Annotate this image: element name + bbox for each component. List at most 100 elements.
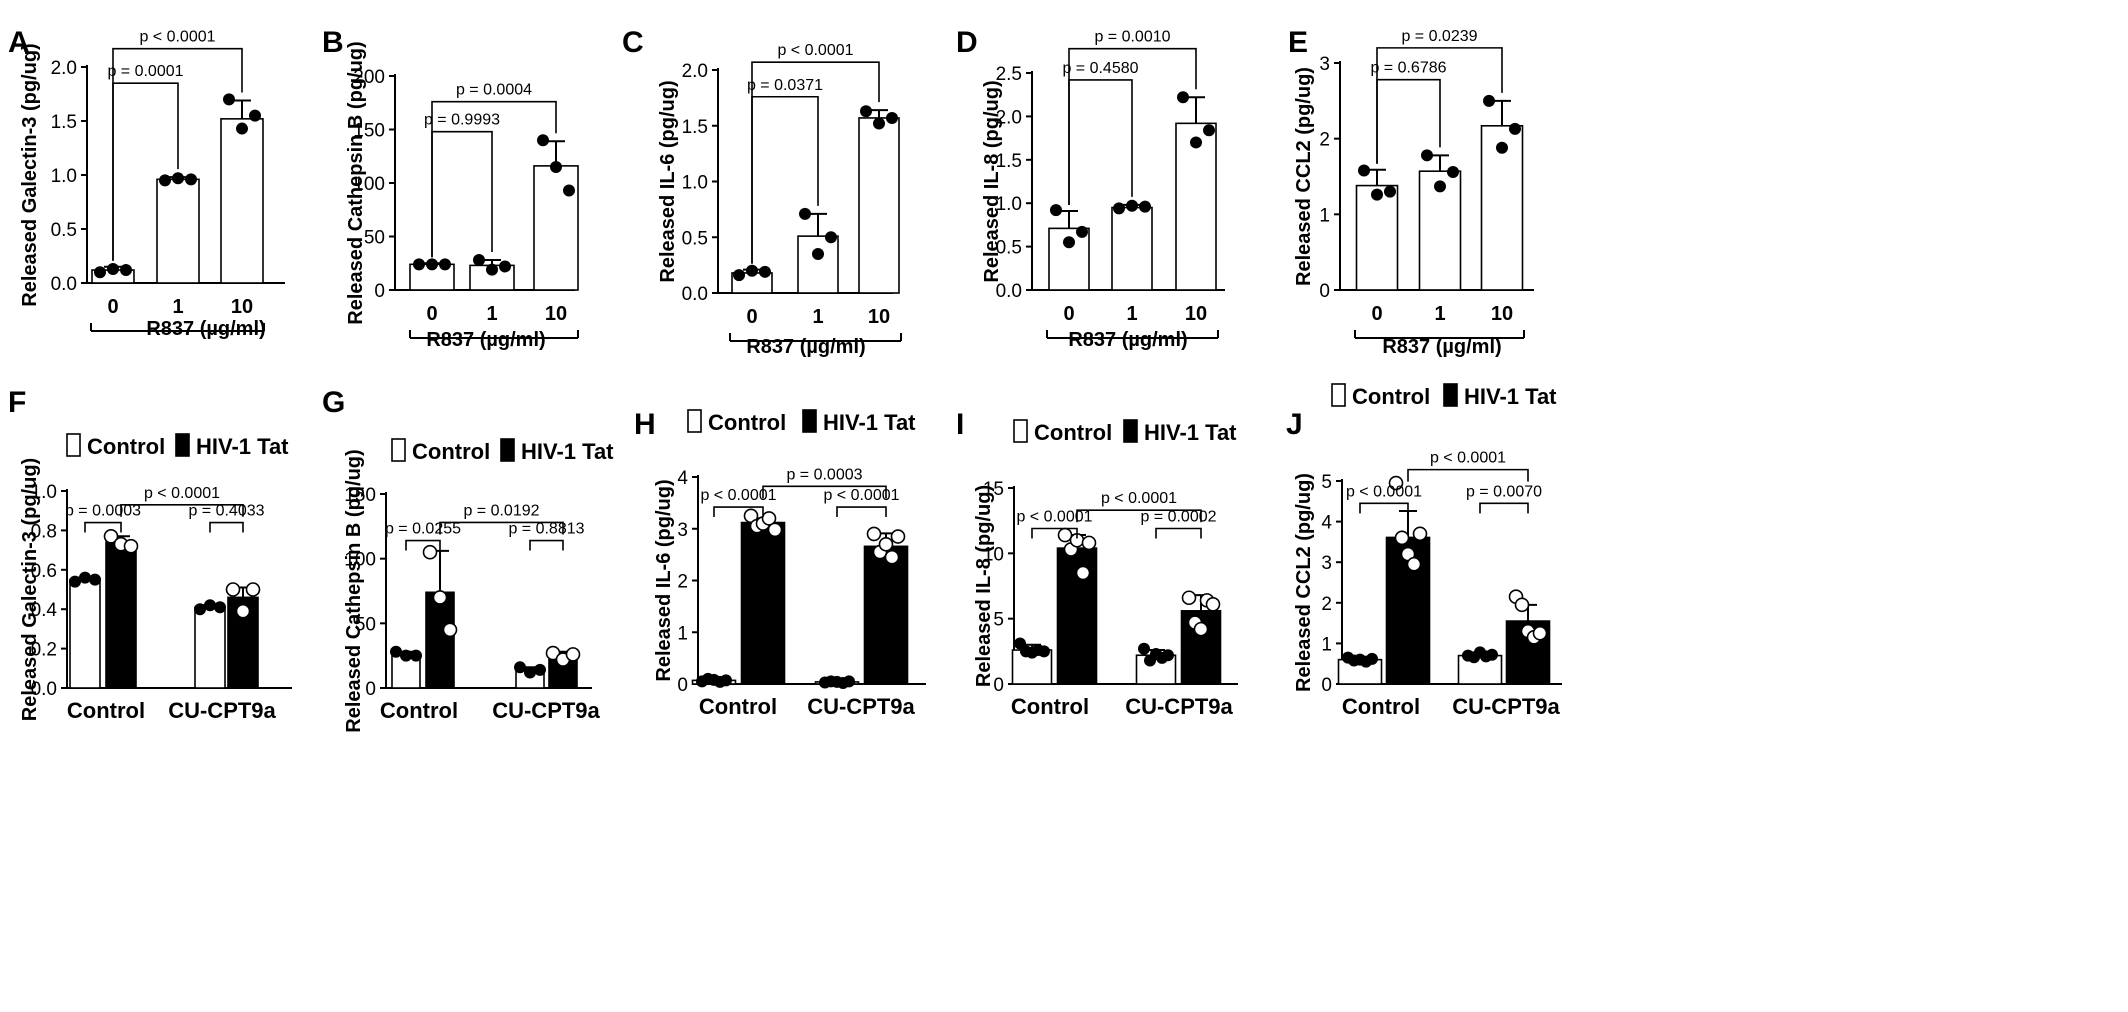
p-value-label: p = 0.4580 bbox=[1062, 60, 1138, 77]
y-axis-label: Released IL-8 (pg/ug) bbox=[973, 485, 995, 687]
data-point bbox=[1384, 185, 1396, 198]
panel-letter: C bbox=[622, 26, 644, 59]
y-tick-label: 0.5 bbox=[996, 238, 1022, 259]
data-point bbox=[79, 571, 91, 584]
data-point bbox=[1486, 648, 1498, 661]
significance-bracket bbox=[751, 61, 880, 264]
legend-swatch bbox=[802, 409, 817, 433]
data-point bbox=[1412, 526, 1428, 542]
bar bbox=[740, 521, 786, 685]
x-tick-label: 1 bbox=[1126, 303, 1137, 325]
data-point bbox=[514, 661, 526, 674]
panel-letter: J bbox=[1286, 408, 1303, 441]
significance-bracket bbox=[1031, 527, 1078, 539]
y-tick-label: 3 bbox=[1319, 54, 1330, 75]
p-value-label: p < 0.0001 bbox=[1430, 450, 1506, 467]
x-tick-label: Control bbox=[1342, 694, 1420, 719]
bar bbox=[1111, 206, 1153, 291]
data-point bbox=[442, 622, 458, 638]
x-tick-label: Control bbox=[699, 694, 777, 719]
y-tick-label: 0 bbox=[993, 675, 1004, 696]
x-tick-label: CU-CPT9a bbox=[168, 698, 276, 723]
y-tick-label: 0.6 bbox=[31, 561, 57, 582]
legend-label: Control bbox=[412, 439, 490, 464]
bar bbox=[797, 235, 839, 294]
y-tick-label: 1.0 bbox=[31, 482, 57, 503]
bar bbox=[863, 545, 909, 685]
data-point bbox=[1371, 188, 1383, 201]
data-point bbox=[236, 122, 248, 135]
x-axis-label: R837 (µg/ml) bbox=[1068, 329, 1187, 351]
y-tick-label: 4 bbox=[1321, 513, 1332, 534]
data-point bbox=[545, 645, 561, 661]
y-tick-label: 2 bbox=[1321, 594, 1332, 615]
y-tick-label: 1.0 bbox=[682, 173, 708, 194]
data-point bbox=[1113, 202, 1125, 215]
y-tick-label: 0.0 bbox=[996, 281, 1022, 302]
data-point bbox=[1366, 652, 1378, 665]
data-point bbox=[1406, 556, 1422, 572]
significance-bracket bbox=[1155, 527, 1202, 539]
data-point bbox=[185, 173, 197, 186]
x-tick-label: 1 bbox=[172, 296, 183, 318]
panel-letter: I bbox=[956, 408, 964, 441]
x-axis-label: R837 (µg/ml) bbox=[746, 336, 865, 358]
y-tick-label: 10 bbox=[983, 544, 1004, 565]
y-tick-label: 5 bbox=[993, 610, 1004, 631]
legend-label: HIV-1 Tat bbox=[1464, 384, 1557, 409]
data-point bbox=[563, 184, 575, 197]
y-tick-label: 1 bbox=[677, 623, 688, 644]
y-axis-label: Released CCL2 (pg/ug) bbox=[1293, 473, 1315, 692]
panel-letter: H bbox=[634, 408, 656, 441]
x-tick-label: 10 bbox=[231, 296, 253, 318]
data-point bbox=[761, 511, 777, 526]
bar bbox=[1056, 547, 1098, 685]
x-tick-label: 0 bbox=[746, 306, 757, 328]
p-value-label: p < 0.0001 bbox=[1346, 483, 1422, 500]
significance-bracket bbox=[529, 539, 564, 551]
y-tick-label: 1.5 bbox=[996, 151, 1022, 172]
x-tick-label: Control bbox=[380, 698, 458, 723]
y-tick-label: 1 bbox=[1321, 634, 1332, 655]
significance-bracket bbox=[1068, 47, 1197, 206]
data-point bbox=[799, 207, 811, 220]
data-point bbox=[878, 536, 894, 552]
data-point bbox=[245, 582, 261, 597]
data-point bbox=[1038, 645, 1050, 658]
x-tick-label: 0 bbox=[107, 296, 118, 318]
y-axis-label: Released Cathepsin B (pg/ug) bbox=[345, 41, 367, 324]
y-tick-label: 4 bbox=[677, 468, 688, 489]
significance-bracket bbox=[1479, 502, 1529, 514]
p-value-label: p = 0.6786 bbox=[1370, 60, 1446, 77]
y-tick-label: 0 bbox=[374, 281, 385, 302]
y-tick-label: 0.5 bbox=[51, 220, 77, 241]
y-tick-label: 1.0 bbox=[51, 166, 77, 187]
x-tick-label: 1 bbox=[486, 303, 497, 325]
data-point bbox=[890, 529, 906, 544]
panel-letter: F bbox=[8, 386, 26, 419]
data-point bbox=[439, 258, 451, 271]
data-point bbox=[432, 590, 448, 605]
bar bbox=[69, 578, 101, 689]
significance-bracket bbox=[1376, 47, 1503, 164]
legend-swatch bbox=[1013, 419, 1028, 443]
y-tick-label: 2.5 bbox=[996, 64, 1022, 85]
data-point bbox=[69, 575, 81, 588]
data-point bbox=[720, 674, 732, 687]
y-tick-label: 3 bbox=[677, 520, 688, 541]
data-point bbox=[225, 582, 241, 597]
p-value-label: p = 0.0010 bbox=[1094, 29, 1170, 46]
x-tick-label: 1 bbox=[1434, 303, 1445, 325]
p-value-label: p = 0.9993 bbox=[424, 112, 500, 129]
legend-swatch bbox=[1123, 419, 1138, 443]
y-tick-label: 0 bbox=[365, 679, 376, 700]
significance-bracket bbox=[84, 521, 122, 533]
y-tick-label: 150 bbox=[344, 485, 376, 506]
panel-a: A 0.0 0.5 1.0 1.5 2.0 Released Galectin-3 (pg/… bbox=[8, 26, 285, 340]
bar bbox=[156, 178, 200, 284]
data-point bbox=[1203, 124, 1215, 137]
data-point bbox=[1434, 180, 1446, 193]
p-value-label: p = 0.4033 bbox=[188, 503, 264, 520]
